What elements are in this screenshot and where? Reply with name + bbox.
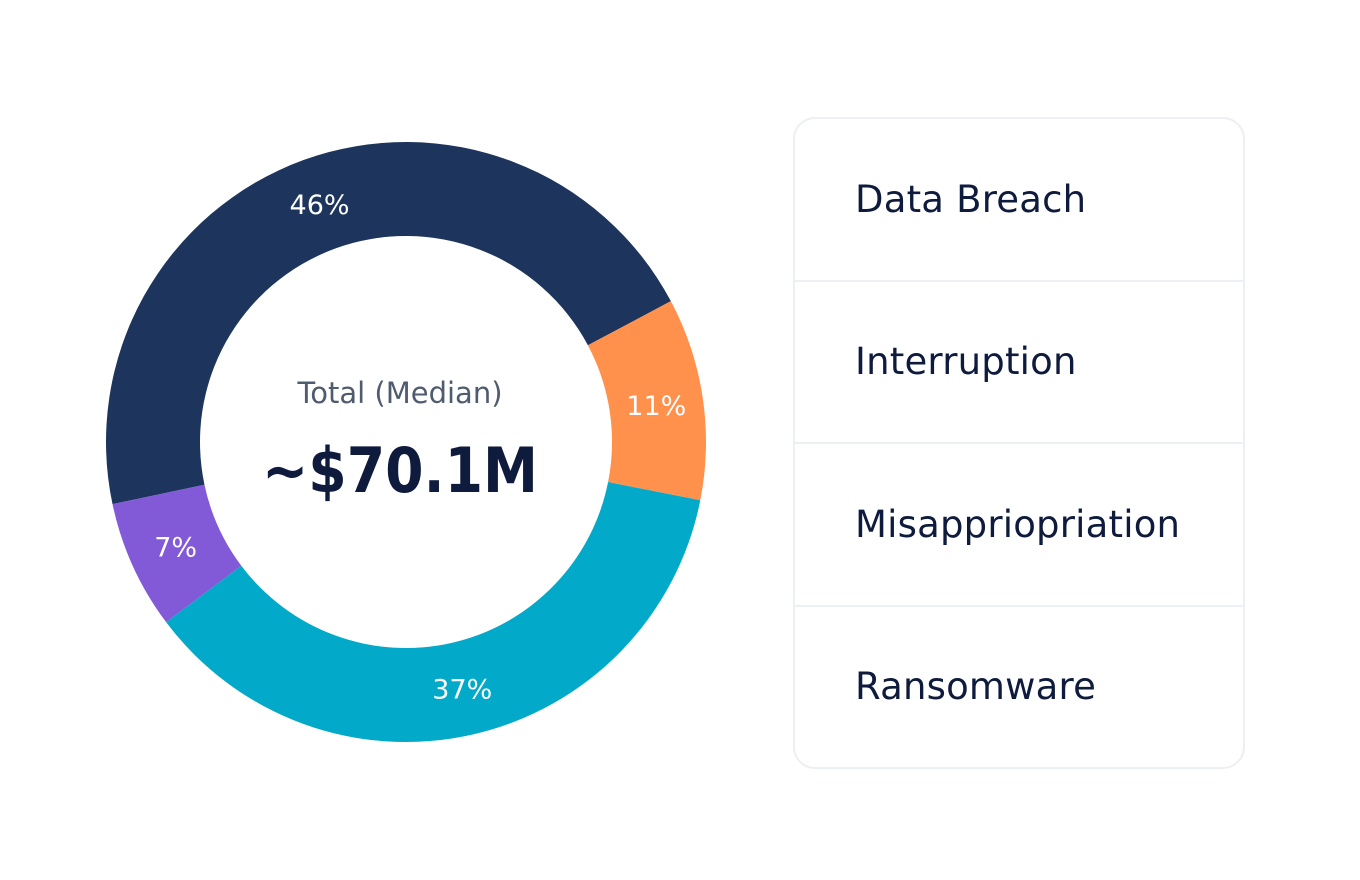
center-label: Total (Median) — [296, 376, 502, 410]
donut-slices — [105, 141, 706, 743]
donut-slice-2 — [166, 482, 701, 743]
slice-label-0: 46% — [290, 190, 350, 221]
donut-chart: 46% 11% 37% 7% Total (Median) ~$70.1M — [105, 141, 706, 743]
legend-item-ransomware: Ransomware — [795, 607, 1243, 768]
slice-label-1: 11% — [626, 391, 686, 422]
legend-item-interruption: Interruption — [795, 282, 1243, 444]
center-value: ~$70.1M — [262, 434, 538, 507]
legend-item-misappriopriation: Misappriopriation — [795, 444, 1243, 607]
legend-label: Ransomware — [855, 665, 1097, 709]
legend-card: Data Breach Interruption Misappriopriati… — [793, 117, 1245, 769]
slice-label-2: 37% — [432, 675, 492, 706]
donut-slice-0 — [105, 141, 671, 505]
donut-slice-3 — [112, 484, 242, 623]
legend-label: Data Breach — [855, 177, 1087, 221]
slice-label-3: 7% — [154, 533, 197, 564]
legend-label: Misappriopriation — [855, 502, 1181, 546]
legend-label: Interruption — [855, 340, 1077, 384]
legend-item-data-breach: Data Breach — [795, 119, 1243, 282]
donut-slice-labels: 46% 11% 37% 7% — [154, 190, 686, 705]
donut-slice-1 — [587, 301, 706, 501]
